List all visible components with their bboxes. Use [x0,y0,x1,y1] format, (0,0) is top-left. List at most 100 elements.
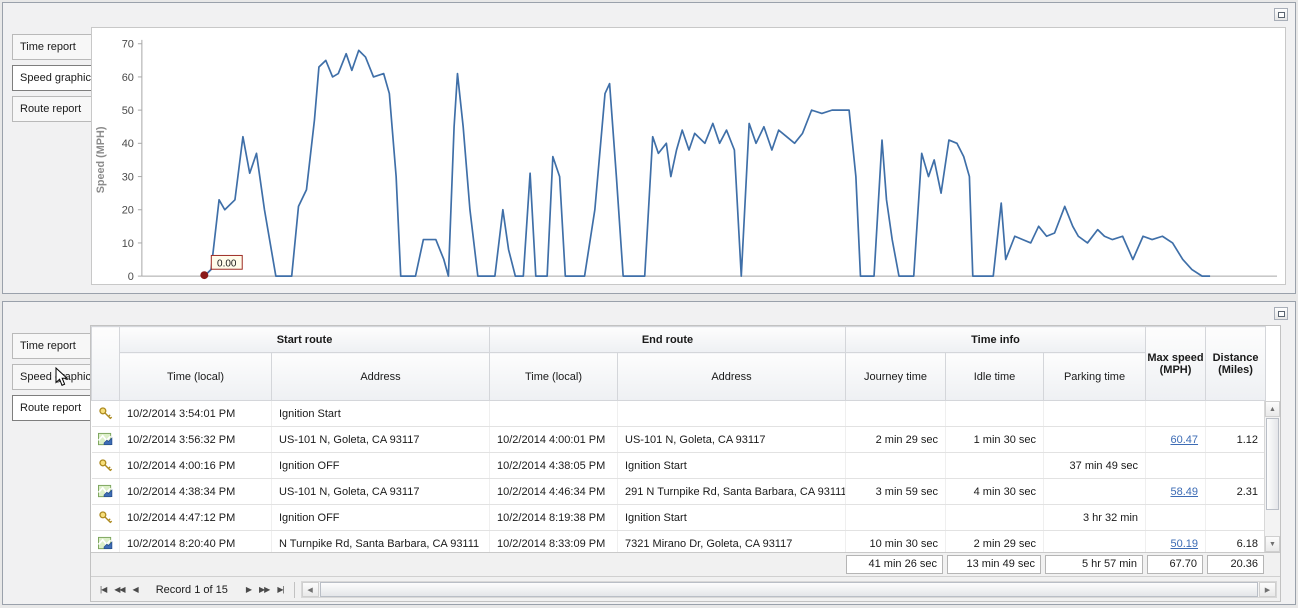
cell-start-time[interactable]: 10/2/2014 4:00:16 PM [119,452,272,479]
collapse-panel-button[interactable] [1274,8,1288,21]
cell-journey-time[interactable] [845,504,946,531]
cell-start-address[interactable]: US-101 N, Goleta, CA 93117 [271,478,490,505]
nav-last-button[interactable]: ▶| [277,585,284,594]
cell-distance[interactable] [1205,504,1267,531]
tab-route-report[interactable]: Route report [12,395,92,421]
summary-journey-time: 41 min 26 sec [846,555,943,574]
nav-first-button[interactable]: |◀ [100,585,107,594]
cell-max-speed[interactable] [1145,504,1207,531]
cell-start-time[interactable]: 10/2/2014 4:47:12 PM [119,504,272,531]
cell-end-time[interactable]: 10/2/2014 8:19:38 PM [489,504,618,531]
scroll-right-icon[interactable]: ▶ [1259,582,1276,597]
cell-parking-time[interactable] [1043,400,1147,427]
cell-max-speed[interactable]: 58.49 [1145,478,1207,505]
cell-start-address[interactable]: Ignition Start [271,400,490,427]
row-type-cell[interactable] [91,504,120,531]
cell-journey-time[interactable] [845,400,946,427]
column-header-end-address[interactable]: Address [617,352,846,401]
cell-end-address[interactable]: 291 N Turnpike Rd, Santa Barbara, CA 931… [617,478,846,505]
column-header-max-speed[interactable]: Max speed (MPH) [1145,326,1207,401]
scroll-up-icon[interactable]: ▲ [1265,401,1280,417]
column-header-idle-time[interactable]: Idle time [945,352,1044,401]
table-row[interactable]: 10/2/2014 4:38:34 PM US-101 N, Goleta, CA… [91,478,1267,505]
vertical-scrollbar[interactable]: ▲ ▼ [1264,401,1280,552]
cell-end-address[interactable] [617,400,846,427]
cell-parking-time[interactable]: 3 hr 32 min [1043,504,1147,531]
cell-distance[interactable] [1205,452,1267,479]
cell-distance[interactable]: 2.31 [1205,478,1267,505]
row-type-cell[interactable] [91,452,120,479]
table-row[interactable]: 10/2/2014 3:56:32 PM US-101 N, Goleta, CA… [91,426,1267,453]
cell-end-time[interactable]: 10/2/2014 4:00:01 PM [489,426,618,453]
nav-next-button[interactable]: ▶ [245,585,252,594]
group-header-end-route[interactable]: End route [489,326,846,353]
horizontal-scroll-thumb[interactable] [319,582,1258,597]
nav-next-page-button[interactable]: ▶▶ [259,585,270,594]
vertical-scroll-thumb[interactable] [1266,418,1279,510]
group-header-start-route[interactable]: Start route [119,326,490,353]
cell-idle-time[interactable]: 4 min 30 sec [945,478,1044,505]
cell-parking-time[interactable] [1043,478,1147,505]
cell-parking-time[interactable] [1043,426,1147,453]
speed-chart-area[interactable]: Speed (MPH) 0 10 20 30 40 50 60 70 0.00 [91,27,1286,285]
tab-time-report[interactable]: Time report [12,333,92,359]
cell-start-address[interactable]: US-101 N, Goleta, CA 93117 [271,426,490,453]
cell-max-speed[interactable] [1145,400,1207,427]
tab-speed-graphic[interactable]: Speed graphic [12,364,92,390]
table-row[interactable]: 10/2/2014 3:54:01 PM Ignition Start [91,400,1267,427]
cell-start-address[interactable]: Ignition OFF [271,452,490,479]
cell-start-address[interactable]: Ignition OFF [271,504,490,531]
max-speed-link[interactable]: 50.19 [1170,537,1199,550]
cell-idle-time[interactable] [945,452,1044,479]
tab-route-report[interactable]: Route report [12,96,92,122]
cell-start-time[interactable]: 10/2/2014 4:38:34 PM [119,478,272,505]
cell-journey-time[interactable]: 3 min 59 sec [845,478,946,505]
cell-end-address[interactable]: US-101 N, Goleta, CA 93117 [617,426,846,453]
cell-max-speed[interactable] [1145,452,1207,479]
tab-time-report[interactable]: Time report [12,34,92,60]
cell-end-address[interactable]: Ignition Start [617,452,846,479]
route-icon [97,536,113,550]
cell-journey-time[interactable] [845,452,946,479]
tab-speed-graphic[interactable]: Speed graphic [12,65,92,91]
cell-journey-time[interactable]: 2 min 29 sec [845,426,946,453]
record-navigator: |◀ ◀◀ ◀ Record 1 of 15 ▶ ▶▶ ▶| ◀ ▶ [91,576,1280,601]
column-header-distance[interactable]: Distance (Miles) [1205,326,1267,401]
table-row[interactable]: 10/2/2014 4:00:16 PM Ignition OFF 10/2/201… [91,452,1267,479]
row-type-cell[interactable] [91,400,120,427]
nav-prev-page-button[interactable]: ◀◀ [114,585,125,594]
scroll-left-icon[interactable]: ◀ [301,582,319,597]
max-speed-link[interactable]: 58.49 [1170,485,1199,498]
indicator-column-header [91,326,120,401]
row-type-cell[interactable] [91,426,120,453]
cell-start-time[interactable]: 10/2/2014 3:56:32 PM [119,426,272,453]
cell-idle-time[interactable] [945,400,1044,427]
column-header-journey-time[interactable]: Journey time [845,352,946,401]
horizontal-scrollbar[interactable]: ◀ ▶ [300,581,1277,598]
cell-end-time[interactable] [489,400,618,427]
cell-distance[interactable]: 1.12 [1205,426,1267,453]
column-header-end-time[interactable]: Time (local) [489,352,618,401]
column-header-start-time[interactable]: Time (local) [119,352,272,401]
table-row[interactable]: 10/2/2014 4:47:12 PM Ignition OFF 10/2/201… [91,504,1267,531]
svg-text:0.00: 0.00 [217,258,237,269]
column-header-start-address[interactable]: Address [271,352,490,401]
cell-idle-time[interactable] [945,504,1044,531]
cell-distance[interactable] [1205,400,1267,427]
cell-idle-time[interactable]: 1 min 30 sec [945,426,1044,453]
cell-max-speed[interactable]: 60.47 [1145,426,1207,453]
cell-parking-time[interactable]: 37 min 49 sec [1043,452,1147,479]
cell-end-time[interactable]: 10/2/2014 4:46:34 PM [489,478,618,505]
cell-end-address[interactable]: Ignition Start [617,504,846,531]
column-header-parking-time[interactable]: Parking time [1042,352,1147,401]
nav-prev-button[interactable]: ◀ [132,585,139,594]
cell-end-time[interactable]: 10/2/2014 4:38:05 PM [489,452,618,479]
max-speed-link[interactable]: 60.47 [1170,433,1199,446]
row-type-cell[interactable] [91,478,120,505]
scroll-down-icon[interactable]: ▼ [1265,536,1280,552]
group-header-time-info[interactable]: Time info [844,326,1147,353]
speed-graphic-panel: Time report Speed graphic Route report S… [2,2,1296,294]
collapse-panel-button[interactable] [1274,307,1288,320]
speed-line-chart[interactable]: Speed (MPH) 0 10 20 30 40 50 60 70 0.00 [92,28,1285,284]
cell-start-time[interactable]: 10/2/2014 3:54:01 PM [119,400,272,427]
